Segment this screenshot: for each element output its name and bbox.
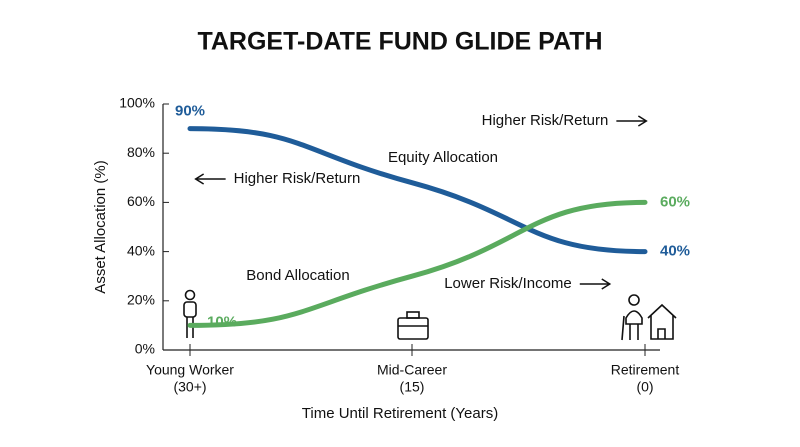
y-tick-label: 60% — [127, 193, 155, 209]
retiree-icon — [621, 294, 677, 341]
y-tick-label: 0% — [135, 341, 155, 357]
briefcase-icon — [397, 311, 429, 340]
x-axis-label: Time Until Retirement (Years) — [302, 405, 498, 422]
x-tick-label: (0) — [636, 379, 653, 395]
arrow-head — [194, 173, 205, 185]
annotation: Higher Risk/Return — [482, 112, 609, 129]
x-tick-label: (15) — [400, 379, 425, 395]
data-label: 90% — [175, 103, 205, 120]
arrow-head — [637, 115, 648, 127]
data-label: 40% — [660, 243, 690, 260]
x-tick-label: Mid-Career — [377, 362, 447, 378]
y-tick-label: 80% — [127, 144, 155, 160]
arrow-head — [601, 278, 612, 290]
series-name: Equity Allocation — [388, 149, 498, 166]
chart-title: TARGET-DATE FUND GLIDE PATH — [197, 28, 602, 56]
worker-icon — [183, 289, 197, 338]
data-label: 10% — [207, 313, 237, 330]
annotation: Higher Risk/Return — [234, 170, 361, 187]
data-label: 60% — [660, 193, 690, 210]
series-line — [187, 199, 648, 328]
x-tick-label: (30+) — [173, 379, 206, 395]
y-axis-label: Asset Allocation (%) — [92, 160, 109, 293]
y-tick-label: 40% — [127, 242, 155, 258]
x-tick-label: Retirement — [611, 362, 680, 378]
series-name: Bond Allocation — [246, 267, 349, 284]
annotation: Lower Risk/Income — [444, 275, 572, 292]
y-tick-label: 100% — [119, 95, 155, 111]
series-line — [187, 126, 648, 255]
y-tick-label: 20% — [127, 292, 155, 308]
x-tick-label: Young Worker — [146, 362, 234, 378]
